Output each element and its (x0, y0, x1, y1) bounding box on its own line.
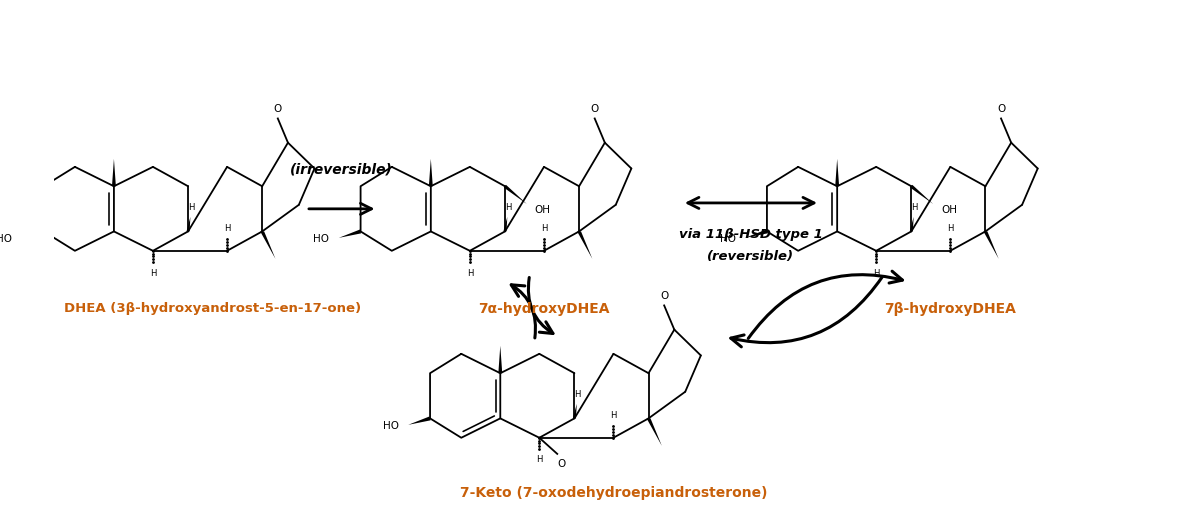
Text: H: H (224, 224, 230, 233)
Text: H: H (150, 268, 156, 278)
Text: O: O (557, 459, 565, 469)
Text: 7β-hydroxyDHEA: 7β-hydroxyDHEA (884, 302, 1016, 316)
Polygon shape (498, 346, 503, 373)
Text: O: O (997, 105, 1006, 114)
Text: H: H (911, 203, 918, 212)
Polygon shape (910, 217, 913, 231)
Text: OH: OH (941, 205, 956, 215)
Text: HO: HO (720, 233, 736, 244)
Text: O: O (274, 105, 282, 114)
Text: H: H (188, 203, 194, 212)
Polygon shape (428, 159, 433, 186)
Polygon shape (112, 159, 116, 186)
Text: (reversible): (reversible) (707, 250, 794, 263)
Text: (irreversible): (irreversible) (290, 162, 392, 176)
Polygon shape (572, 404, 577, 419)
Text: via 11β-HSD type 1: via 11β-HSD type 1 (678, 228, 822, 241)
Polygon shape (504, 185, 527, 204)
Polygon shape (22, 229, 44, 238)
Text: H: H (541, 224, 547, 233)
Polygon shape (260, 231, 276, 259)
Text: 7α-hydroxyDHEA: 7α-hydroxyDHEA (479, 302, 610, 316)
Polygon shape (503, 217, 508, 231)
Text: H: H (872, 268, 880, 278)
Text: H: H (505, 203, 511, 212)
Text: HO: HO (0, 233, 12, 244)
Polygon shape (577, 231, 593, 259)
Text: O: O (660, 291, 668, 302)
Text: H: H (611, 411, 617, 420)
Text: H: H (575, 390, 581, 399)
Text: HO: HO (313, 233, 329, 244)
Polygon shape (408, 417, 431, 425)
Polygon shape (647, 419, 662, 446)
Text: HO: HO (383, 421, 398, 431)
Polygon shape (911, 185, 934, 204)
Polygon shape (338, 229, 361, 238)
Polygon shape (745, 229, 768, 238)
Polygon shape (835, 159, 839, 186)
Text: H: H (536, 456, 542, 464)
Text: H: H (467, 268, 473, 278)
Polygon shape (186, 217, 191, 231)
Text: 7-Keto (7-oxodehydroepiandrosterone): 7-Keto (7-oxodehydroepiandrosterone) (460, 486, 767, 500)
Text: H: H (947, 224, 954, 233)
Text: DHEA (3β-hydroxyandrost-5-en-17-one): DHEA (3β-hydroxyandrost-5-en-17-one) (65, 302, 361, 315)
Text: O: O (590, 105, 599, 114)
Polygon shape (984, 231, 998, 259)
Text: OH: OH (535, 205, 551, 215)
